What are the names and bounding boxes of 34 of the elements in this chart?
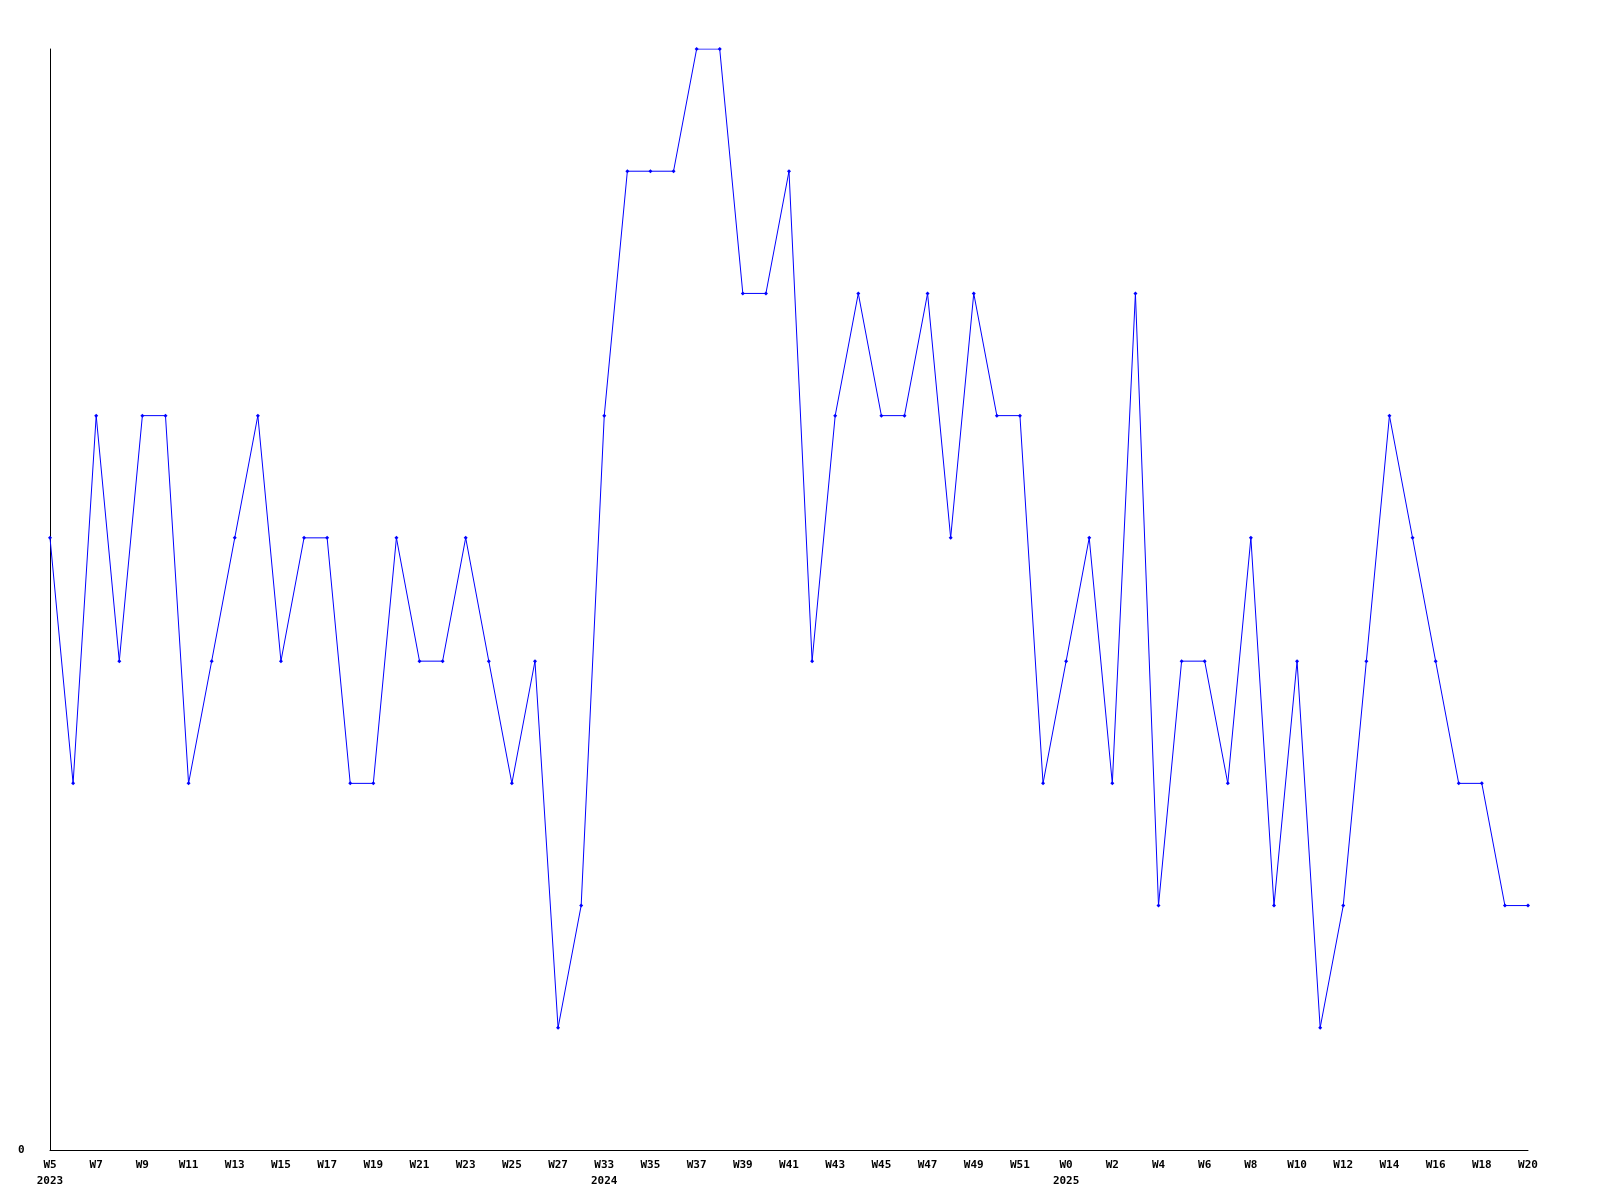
- x-tick-label: W51: [1010, 1157, 1031, 1171]
- x-tick-label: W25: [501, 1157, 522, 1171]
- x-tick-label: W8: [1244, 1157, 1258, 1171]
- x-tick-label: W11: [178, 1157, 199, 1171]
- x-tick-label: W13: [224, 1157, 245, 1171]
- x-tick-label: W35: [640, 1157, 661, 1171]
- x-tick-label: W41: [779, 1157, 800, 1171]
- x-tick-label: W18: [1471, 1157, 1492, 1171]
- x-tick-label: W47: [917, 1157, 938, 1171]
- x-tick-label: W12: [1333, 1157, 1354, 1171]
- x-tick-label: W9: [135, 1157, 149, 1171]
- text: 0: [18, 1143, 25, 1156]
- x-tick-label: W2: [1105, 1157, 1119, 1171]
- x-tick-label: W27: [548, 1157, 568, 1171]
- x-tick-label: W7: [89, 1157, 103, 1171]
- x-tick-label: W15: [271, 1157, 291, 1171]
- x-tick-label: W6: [1198, 1157, 1212, 1171]
- x-tick-label: W10: [1287, 1157, 1307, 1171]
- x-tick-label: W14: [1379, 1157, 1400, 1171]
- x-tick-label: W33 2024: [591, 1157, 618, 1187]
- x-tick-label: W49: [963, 1157, 984, 1171]
- x-tick-label: W21: [409, 1157, 430, 1171]
- x-tick-label: W43: [825, 1157, 846, 1171]
- x-tick-label: W23: [455, 1157, 476, 1171]
- x-tick-label: W16: [1425, 1157, 1446, 1171]
- x-tick-label: W17: [317, 1157, 338, 1171]
- x-tick-label: W0 2025: [1052, 1157, 1080, 1187]
- x-tick-label: W5 2023: [36, 1157, 64, 1187]
- x-tick-label: W37: [686, 1157, 707, 1171]
- x-tick-label: W4: [1151, 1157, 1166, 1171]
- x-tick-label: W19: [363, 1157, 384, 1171]
- x-tick-label: W45: [871, 1157, 892, 1171]
- x-tick-label: W39: [732, 1157, 753, 1171]
- x-tick-label: W20: [1518, 1157, 1538, 1171]
